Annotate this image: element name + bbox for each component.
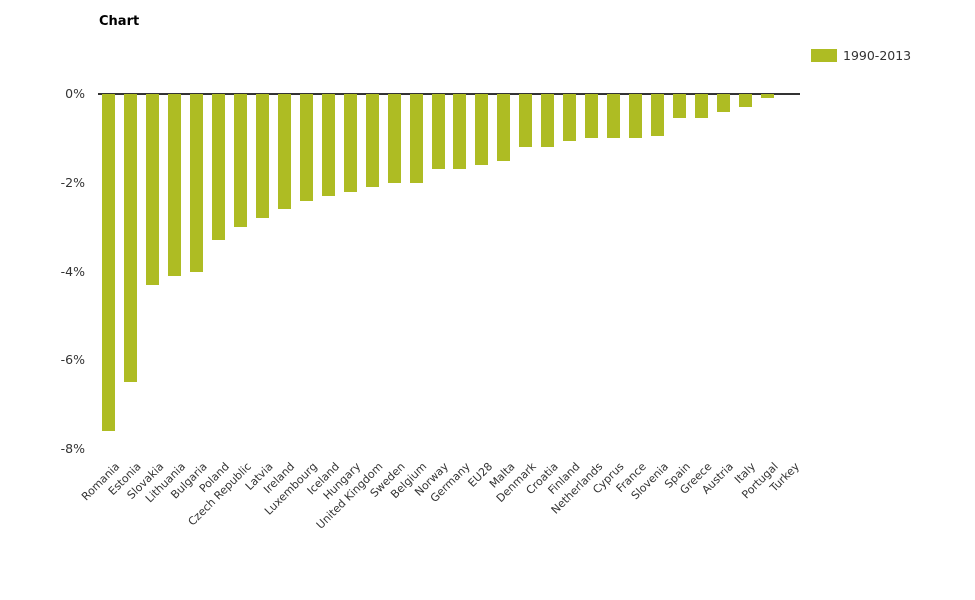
bar-iceland[interactable]: [321, 94, 335, 197]
y-axis-tick-label: -8%: [60, 441, 85, 456]
bar-finland[interactable]: [563, 94, 577, 141]
bar-romania[interactable]: [102, 94, 116, 432]
bar-slovenia[interactable]: [650, 94, 664, 137]
bar-luxembourg[interactable]: [299, 94, 313, 201]
bar-bulgaria[interactable]: [190, 94, 204, 272]
y-axis-tick-label: 0%: [65, 86, 85, 101]
bar-czech-republic[interactable]: [234, 94, 248, 228]
bar-latvia[interactable]: [256, 94, 270, 219]
bar-sweden[interactable]: [387, 94, 401, 183]
bar-belgium[interactable]: [409, 94, 423, 183]
bar-eu28[interactable]: [475, 94, 489, 165]
bar-greece[interactable]: [694, 94, 708, 119]
bar-austria[interactable]: [716, 94, 730, 112]
bar-hungary[interactable]: [343, 94, 357, 192]
bar-slovakia[interactable]: [146, 94, 160, 285]
bar-norway[interactable]: [431, 94, 445, 170]
legend-swatch-icon: [811, 49, 837, 62]
legend-item[interactable]: 1990-2013: [811, 48, 911, 63]
bar-poland[interactable]: [212, 94, 226, 241]
bar-malta[interactable]: [497, 94, 511, 161]
bar-croatia[interactable]: [541, 94, 555, 148]
y-axis-tick-label: -6%: [60, 352, 85, 368]
bar-ireland[interactable]: [277, 94, 291, 210]
bar-lithuania[interactable]: [168, 94, 182, 276]
y-axis-tick-label: -2%: [60, 174, 85, 190]
bar-denmark[interactable]: [519, 94, 533, 148]
bar-germany[interactable]: [453, 94, 467, 170]
bar-portugal[interactable]: [760, 94, 774, 99]
x-axis-line: [98, 93, 800, 95]
y-axis-tick-label: -4%: [60, 263, 85, 279]
bar-united-kingdom[interactable]: [365, 94, 379, 188]
bar-italy[interactable]: [738, 94, 752, 108]
bar-cyprus[interactable]: [607, 94, 621, 139]
bar-estonia[interactable]: [124, 94, 138, 383]
bar-spain[interactable]: [672, 94, 686, 119]
legend-label: 1990-2013: [843, 48, 912, 63]
bar-netherlands[interactable]: [585, 94, 599, 139]
chart-title: Chart: [99, 14, 140, 29]
bar-france[interactable]: [628, 94, 642, 139]
